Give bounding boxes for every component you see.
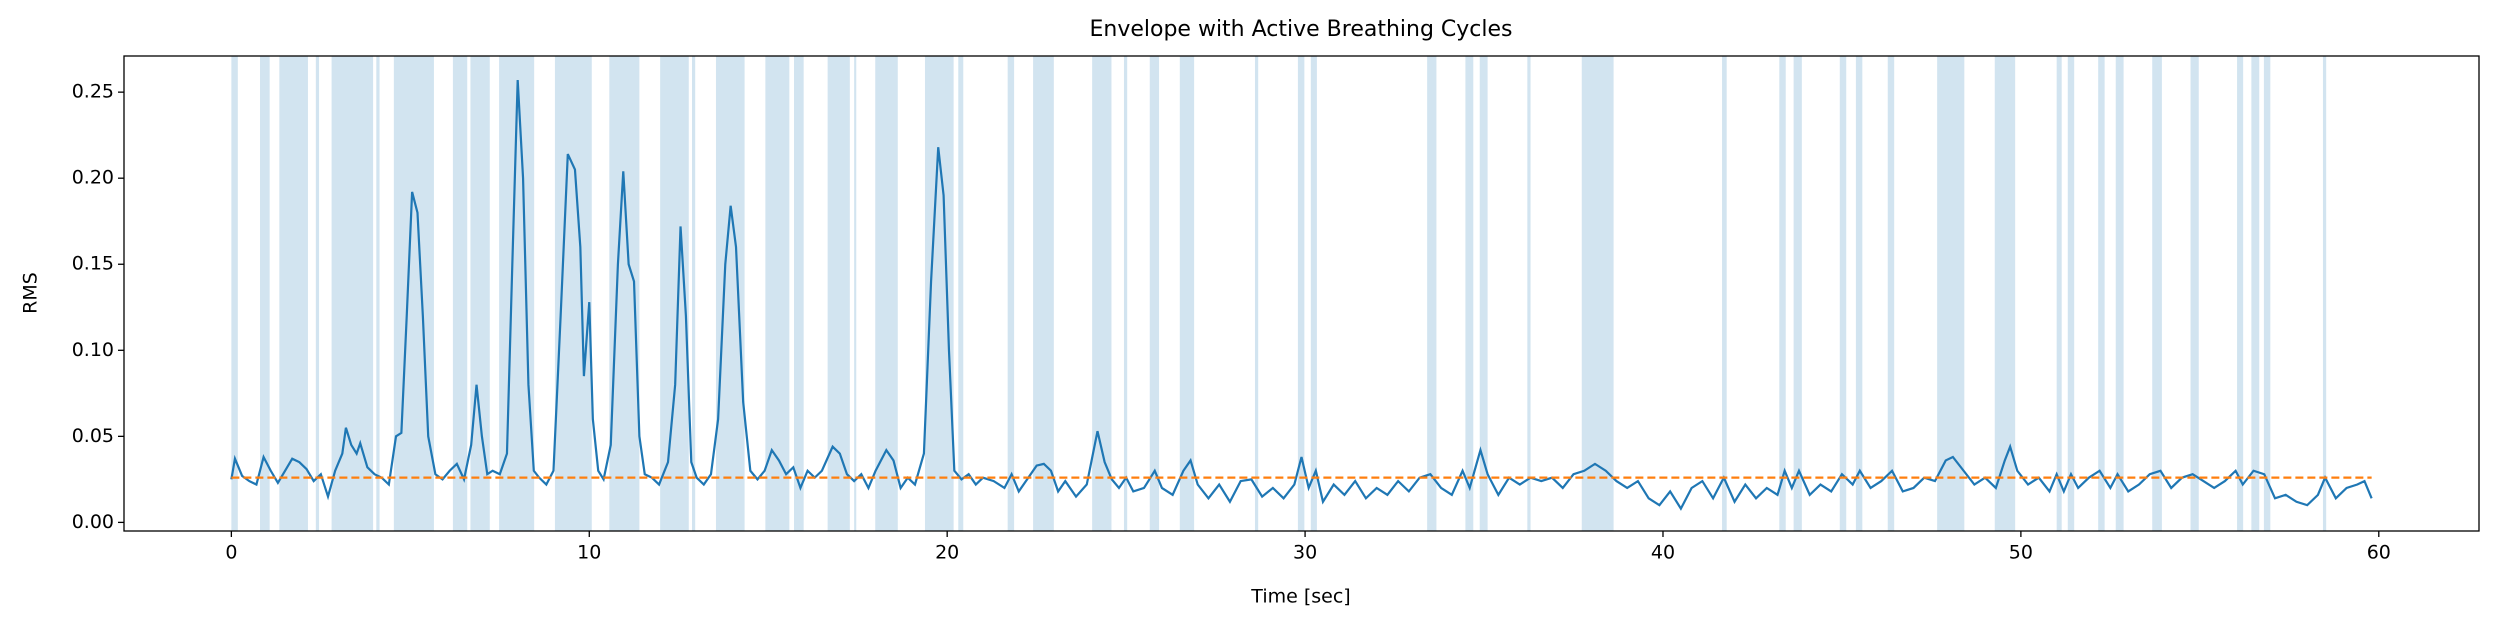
- active-span: [793, 56, 804, 531]
- y-axis-label: RMS: [20, 272, 42, 314]
- active-span: [1994, 56, 2016, 531]
- x-tick-label: 30: [1293, 542, 1317, 564]
- active-span: [554, 56, 592, 531]
- active-span: [2322, 56, 2327, 531]
- y-tick-label: 0.00: [72, 511, 114, 533]
- active-span: [2190, 56, 2199, 531]
- y-tick-label: 0.10: [72, 339, 114, 361]
- active-span: [1839, 56, 1847, 531]
- active-span: [715, 56, 745, 531]
- envelope-line: [230, 80, 2373, 511]
- active-span: [260, 56, 270, 531]
- active-span: [279, 56, 308, 531]
- active-span: [2115, 56, 2124, 531]
- active-span: [2237, 56, 2244, 531]
- active-span: [2056, 56, 2062, 531]
- active-span: [1297, 56, 1305, 531]
- x-tick-label: 0: [225, 542, 237, 564]
- active-span: [1887, 56, 1895, 531]
- y-tick-label: 0.15: [72, 253, 114, 275]
- active-span: [1779, 56, 1786, 531]
- active-span: [1033, 56, 1054, 531]
- x-tick-label: 10: [577, 542, 601, 564]
- x-tick-label: 40: [1651, 542, 1675, 564]
- active-span: [924, 56, 954, 531]
- active-span: [1427, 56, 1437, 531]
- x-tick-label: 50: [2009, 542, 2033, 564]
- active-span: [2263, 56, 2271, 531]
- chart-title: Envelope with Active Breathing Cycles: [1089, 17, 1512, 42]
- active-span: [2152, 56, 2162, 531]
- active-span: [1722, 56, 1727, 531]
- active-span: [1092, 56, 1112, 531]
- x-tick-label: 20: [935, 542, 959, 564]
- active-span: [765, 56, 790, 531]
- x-axis-label: Time [sec]: [1250, 586, 1350, 608]
- active-span: [393, 56, 434, 531]
- y-tick-label: 0.25: [72, 81, 114, 103]
- active-span: [2251, 56, 2260, 531]
- active-span: [1855, 56, 1863, 531]
- active-span: [854, 56, 857, 531]
- active-span: [376, 56, 380, 531]
- x-tick-label: 60: [2367, 542, 2391, 564]
- active-span: [1007, 56, 1015, 531]
- active-span: [1581, 56, 1614, 531]
- active-span: [1465, 56, 1474, 531]
- y-tick-label: 0.05: [72, 425, 114, 447]
- active-span: [1310, 56, 1317, 531]
- active-span: [958, 56, 964, 531]
- active-span: [875, 56, 898, 531]
- active-span: [691, 56, 696, 531]
- active-span: [231, 56, 238, 531]
- active-span: [1793, 56, 1802, 531]
- plot-frame: [123, 55, 2480, 532]
- active-span: [1179, 56, 1195, 531]
- active-span: [452, 56, 468, 531]
- active-span: [827, 56, 850, 531]
- active-span: [2067, 56, 2075, 531]
- active-span: [1527, 56, 1531, 531]
- active-span: [1123, 56, 1128, 531]
- active-span: [1937, 56, 1965, 531]
- active-span: [1149, 56, 1160, 531]
- active-span: [2098, 56, 2105, 531]
- active-span: [1254, 56, 1259, 531]
- active-span: [315, 56, 320, 531]
- y-tick-label: 0.20: [72, 167, 114, 189]
- active-span: [470, 56, 490, 531]
- active-span: [331, 56, 374, 531]
- active-span: [1479, 56, 1488, 531]
